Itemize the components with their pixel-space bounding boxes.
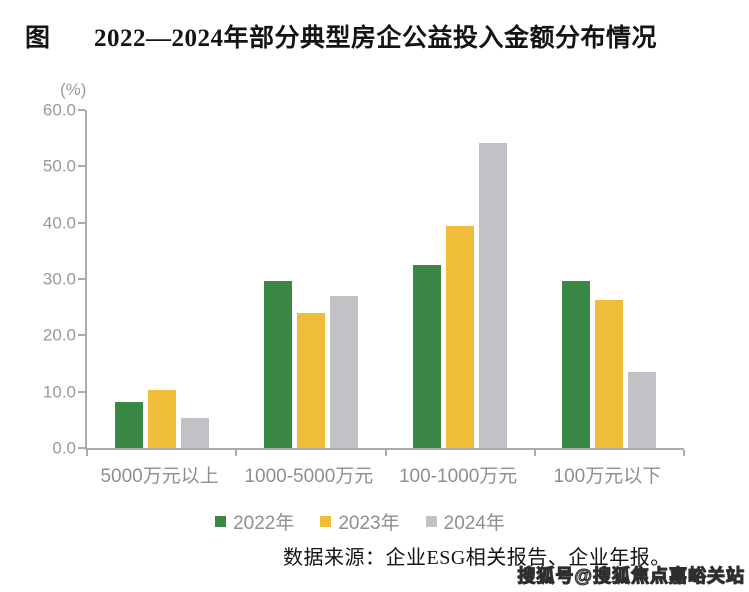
x-tick-mark [533, 450, 536, 456]
legend: 2022年 2023年 2024年 [0, 508, 720, 535]
y-tick-mark [78, 447, 85, 449]
x-tick-mark [235, 450, 238, 456]
y-tick-mark [78, 165, 85, 168]
bar-2022年-100-1000万元 [413, 264, 442, 448]
legend-item: 2023年 [320, 508, 400, 535]
y-tick-mark [78, 221, 85, 224]
bar-2024年-100-1000万元 [479, 143, 508, 448]
y-tick-label: 60.0 [42, 100, 76, 120]
x-axis-category-label: 100万元以下 [553, 466, 662, 487]
y-tick-label: 40.0 [42, 213, 76, 233]
y-tick-label: 50.0 [42, 156, 76, 176]
bar-2024年-1000-5000万元 [329, 295, 358, 448]
bar-2022年-1000-5000万元 [263, 281, 292, 448]
bar-2023年-100万元以下 [595, 299, 624, 448]
bar-2023年-1000-5000万元 [296, 312, 325, 448]
y-tick-label: 20.0 [42, 325, 76, 345]
bar-group [87, 110, 236, 448]
source-note: 数据来源：企业ESG相关报告、企业年报。 [283, 547, 671, 569]
y-axis-unit-label: (%) [60, 80, 87, 99]
bar-2023年-100-1000万元 [446, 226, 475, 448]
bar-2024年-100万元以下 [628, 371, 657, 448]
y-tick-mark [78, 109, 85, 111]
bar-2023年-5000万元以上 [147, 389, 176, 448]
bar-2022年-100万元以下 [562, 280, 591, 448]
x-axis-category-label: 100-1000万元 [398, 466, 518, 487]
y-tick-mark [78, 278, 85, 280]
watermark: 搜狐号@搜狐焦点嘉峪关站 [517, 565, 745, 586]
x-axis-category-label: 5000万元以上 [100, 466, 219, 487]
bar-group [386, 110, 535, 448]
y-axis-labels: 0.0 10.0 20.0 30.0 40.0 50.0 60.0 [0, 102, 76, 457]
bar-group [535, 110, 684, 448]
x-axis-labels: 5000万元以上 1000-5000万元 100-1000万元 100万元以下 [85, 461, 682, 488]
legend-item: 2022年 [215, 508, 294, 535]
x-tick-mark [86, 450, 88, 456]
legend-label: 2023年 [338, 513, 400, 534]
legend-label: 2024年 [443, 513, 505, 534]
x-tick-mark [384, 450, 387, 456]
legend-item: 2024年 [425, 508, 505, 535]
figure-title-row: 图 2022—2024年部分典型房企公益投入金额分布情况 [25, 18, 741, 54]
legend-label: 2022年 [233, 513, 295, 534]
bar-group [236, 110, 385, 448]
legend-swatch [215, 516, 227, 527]
bar-2024年-5000万元以上 [180, 417, 209, 448]
figure-title: 2022—2024年部分典型房企公益投入金额分布情况 [94, 25, 658, 52]
y-tick-mark [78, 334, 85, 337]
y-tick-label: 0.0 [52, 438, 76, 458]
y-tick-label: 30.0 [42, 269, 76, 289]
y-tick-label: 10.0 [42, 382, 76, 402]
bar-2022年-5000万元以上 [114, 401, 143, 448]
x-tick-mark [683, 450, 685, 456]
legend-swatch [425, 516, 437, 527]
x-axis-category-label: 1000-5000万元 [244, 466, 374, 487]
legend-swatch [320, 516, 332, 527]
plot-area [78, 109, 685, 456]
figure-label: 图 [25, 25, 51, 52]
y-tick-mark [78, 390, 85, 393]
